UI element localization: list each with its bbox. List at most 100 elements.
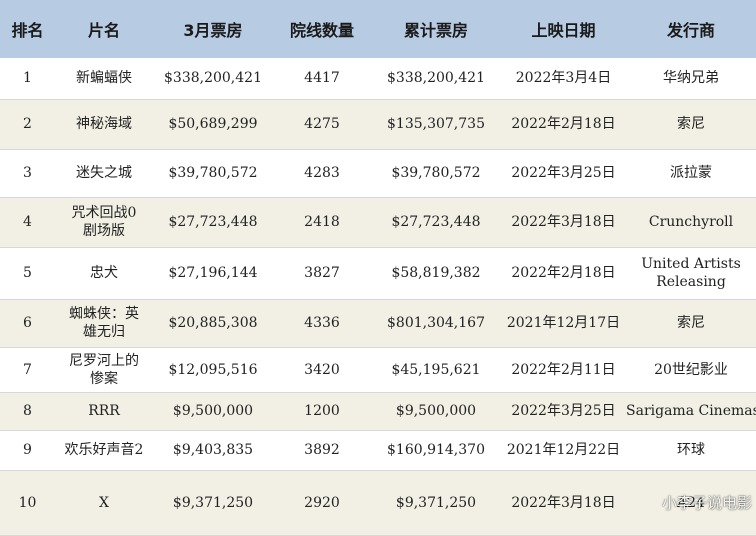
- release-date-cell: 2022年3月18日: [501, 470, 626, 536]
- release-date-cell-text: 2021年12月17日: [506, 315, 621, 331]
- release-date-cell: 2022年3月18日: [501, 197, 626, 248]
- distributor-cell-text: 20世纪影业: [654, 361, 728, 378]
- march-gross-cell: $27,196,144: [153, 247, 273, 300]
- theaters-cell-text: 1200: [304, 403, 340, 419]
- release-date-cell: 2022年2月18日: [501, 99, 626, 150]
- rank-cell: 9: [0, 430, 55, 471]
- release-date-cell-text: 2021年12月22日: [506, 442, 621, 458]
- release-date-cell: 2022年3月25日: [501, 149, 626, 198]
- distributor-cell: 环球: [626, 430, 756, 471]
- table-row: 6 蜘蛛侠：英雄无归 $20,885,308 4336 $801,304,167 2021…: [0, 299, 756, 348]
- march-gross-cell: $12,095,516: [153, 347, 273, 393]
- total-gross-cell: $801,304,167: [371, 299, 501, 348]
- title-cell: 忠犬: [55, 247, 153, 300]
- table-row: 3 迷失之城 $39,780,572 4283 $39,780,572 2022年3月25…: [0, 149, 756, 198]
- distributor-cell: United Artists Releasing: [626, 247, 756, 300]
- total-gross-cell-text: $160,914,370: [387, 442, 485, 458]
- march-gross-cell-text: $9,500,000: [172, 403, 254, 419]
- total-gross-cell: $9,500,000: [371, 392, 501, 431]
- release-date-cell: 2021年12月17日: [501, 299, 626, 348]
- release-date-cell-text: 2022年3月4日: [515, 70, 612, 87]
- rank-cell: 2: [0, 99, 55, 150]
- total-gross-cell-text: $801,304,167: [387, 315, 485, 331]
- title-cell-text: 忠犬: [90, 265, 118, 281]
- march-gross-cell-text: $27,196,144: [168, 265, 258, 281]
- distributor-cell-text: 派拉蒙: [670, 165, 712, 181]
- distributor-cell: 索尼: [626, 99, 756, 150]
- title-cell-text: RRR: [88, 403, 120, 419]
- header-title: 片名: [55, 0, 153, 58]
- theaters-cell-text: 4417: [304, 70, 340, 87]
- header-march-gross: 3月票房: [153, 0, 273, 58]
- theaters-cell: 4283: [273, 149, 371, 198]
- total-gross-cell: $338,200,421: [371, 58, 501, 100]
- theaters-cell-text: 3827: [304, 265, 340, 281]
- title-cell-text: 尼罗河上的惨案: [68, 352, 139, 387]
- march-gross-cell-text: $39,780,572: [168, 165, 258, 181]
- theaters-cell: 2418: [273, 197, 371, 248]
- table-row: 4 咒术回战0 剧场版 $27,723,448 2418 $27,723,448 2022…: [0, 197, 756, 248]
- distributor-cell-text: United Artists Releasing: [641, 256, 741, 290]
- total-gross-cell-text: $338,200,421: [387, 70, 485, 87]
- march-gross-cell-text: $9,403,835: [172, 442, 254, 458]
- header-rank: 排名: [0, 0, 55, 58]
- release-date-cell-text: 2022年3月18日: [511, 494, 616, 511]
- distributor-cell: 索尼: [626, 299, 756, 348]
- distributor-cell-text: 华纳兄弟: [663, 70, 719, 87]
- total-gross-cell: $160,914,370: [371, 430, 501, 471]
- total-gross-cell: $135,307,735: [371, 99, 501, 150]
- march-gross-cell: $20,885,308: [153, 299, 273, 348]
- total-gross-cell-text: $9,500,000: [395, 403, 477, 419]
- theaters-cell-text: 3892: [304, 442, 340, 458]
- march-gross-cell-text: $9,371,250: [172, 494, 254, 511]
- rank-cell-text: 3: [23, 165, 32, 181]
- theaters-cell-text: 2920: [304, 494, 340, 511]
- table-row: 10 X $9,371,250 2920 $9,371,250 2022年3月18日 A24: [0, 470, 756, 536]
- total-gross-cell: $58,819,382: [371, 247, 501, 300]
- table-row: 9 欢乐好声音2 $9,403,835 3892 $160,914,370 2021年12…: [0, 430, 756, 471]
- rank-cell-text: 6: [23, 315, 32, 331]
- title-cell: RRR: [55, 392, 153, 431]
- march-gross-cell-text: $12,095,516: [168, 361, 258, 378]
- total-gross-cell-text: $58,819,382: [391, 265, 481, 281]
- table-row: 2 神秘海域 $50,689,299 4275 $135,307,735 2022年2月1…: [0, 99, 756, 150]
- title-cell-text: X: [99, 494, 109, 511]
- release-date-cell: 2022年2月11日: [501, 347, 626, 393]
- title-cell-text: 迷失之城: [76, 165, 132, 181]
- release-date-cell: 2021年12月22日: [501, 430, 626, 471]
- release-date-cell-text: 2022年3月18日: [511, 214, 616, 230]
- distributor-cell-text: 索尼: [677, 116, 705, 132]
- total-gross-cell-text: $39,780,572: [391, 165, 481, 181]
- rank-cell-text: 1: [23, 70, 32, 87]
- watermark: 小李子说电影: [661, 494, 752, 512]
- total-gross-cell: $9,371,250: [371, 470, 501, 536]
- title-cell: 欢乐好声音2: [55, 430, 153, 471]
- distributor-cell-text: Crunchyroll: [648, 214, 734, 230]
- rank-cell: 4: [0, 197, 55, 248]
- theaters-cell: 3827: [273, 247, 371, 300]
- distributor-cell-text: 索尼: [677, 315, 705, 331]
- rank-cell: 6: [0, 299, 55, 348]
- total-gross-cell-text: $9,371,250: [395, 494, 477, 511]
- rank-cell: 5: [0, 247, 55, 300]
- rank-cell-text: 7: [23, 361, 32, 378]
- table-row: 8 RRR $9,500,000 1200 $9,500,000 2022年3月25日 Sa…: [0, 392, 756, 431]
- total-gross-cell-text: $135,307,735: [387, 116, 485, 132]
- rank-cell-text: 9: [23, 442, 32, 458]
- title-cell-text: 神秘海域: [76, 116, 132, 132]
- distributor-cell-text: A24: [677, 494, 705, 511]
- march-gross-cell: $27,723,448: [153, 197, 273, 248]
- rank-cell-text: 4: [23, 214, 32, 230]
- title-cell: 神秘海域: [55, 99, 153, 150]
- release-date-cell-text: 2022年2月18日: [511, 265, 616, 281]
- total-gross-cell-text: $45,195,621: [391, 361, 481, 378]
- header-total-gross: 累计票房: [371, 0, 501, 58]
- distributor-cell: 派拉蒙: [626, 149, 756, 198]
- title-cell: 蜘蛛侠：英雄无归: [55, 299, 153, 348]
- total-gross-cell: $39,780,572: [371, 149, 501, 198]
- distributor-cell: Crunchyroll: [626, 197, 756, 248]
- march-gross-cell-text: $27,723,448: [168, 214, 258, 230]
- march-gross-cell: $39,780,572: [153, 149, 273, 198]
- title-cell: 新蝙蝠侠: [55, 58, 153, 100]
- march-gross-cell-text: $50,689,299: [168, 116, 258, 132]
